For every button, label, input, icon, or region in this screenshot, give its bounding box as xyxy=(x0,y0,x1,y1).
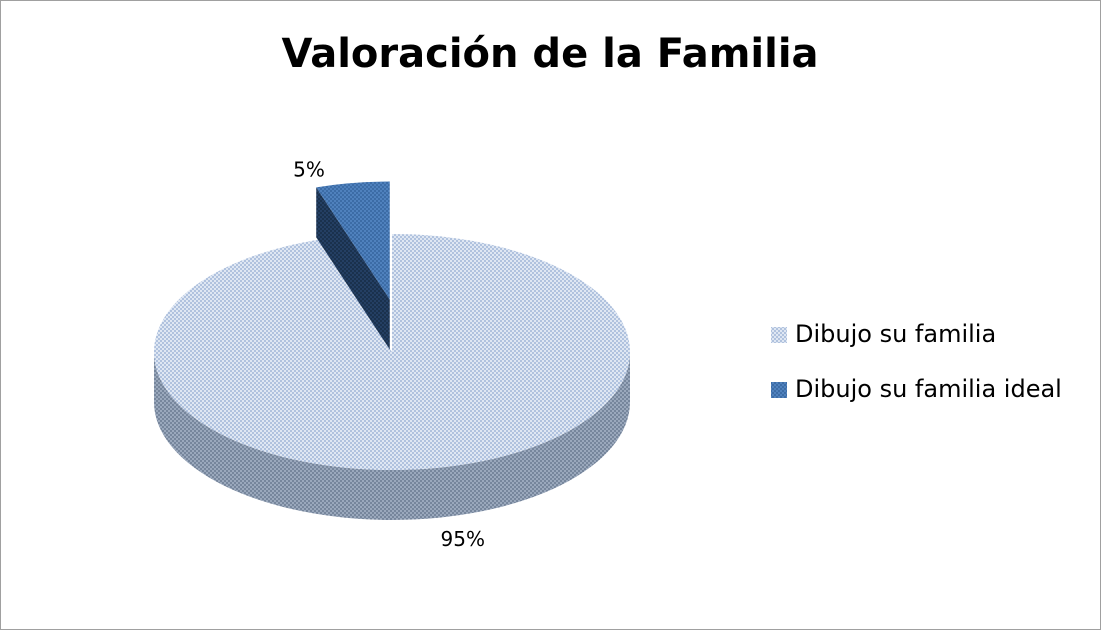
data-label: 95% xyxy=(441,527,485,551)
legend-swatch xyxy=(771,382,787,398)
legend-swatch xyxy=(771,327,787,343)
data-label: 5% xyxy=(293,158,325,182)
chart-title: Valoración de la Familia xyxy=(281,31,818,77)
legend-label: Dibujo su familia ideal xyxy=(795,375,1062,403)
pie-slice-side xyxy=(154,352,630,520)
pie-slice-side xyxy=(316,187,390,350)
legend-label: Dibujo su familia xyxy=(795,320,996,348)
pie-slice xyxy=(316,181,390,300)
pie-slice xyxy=(154,234,630,470)
